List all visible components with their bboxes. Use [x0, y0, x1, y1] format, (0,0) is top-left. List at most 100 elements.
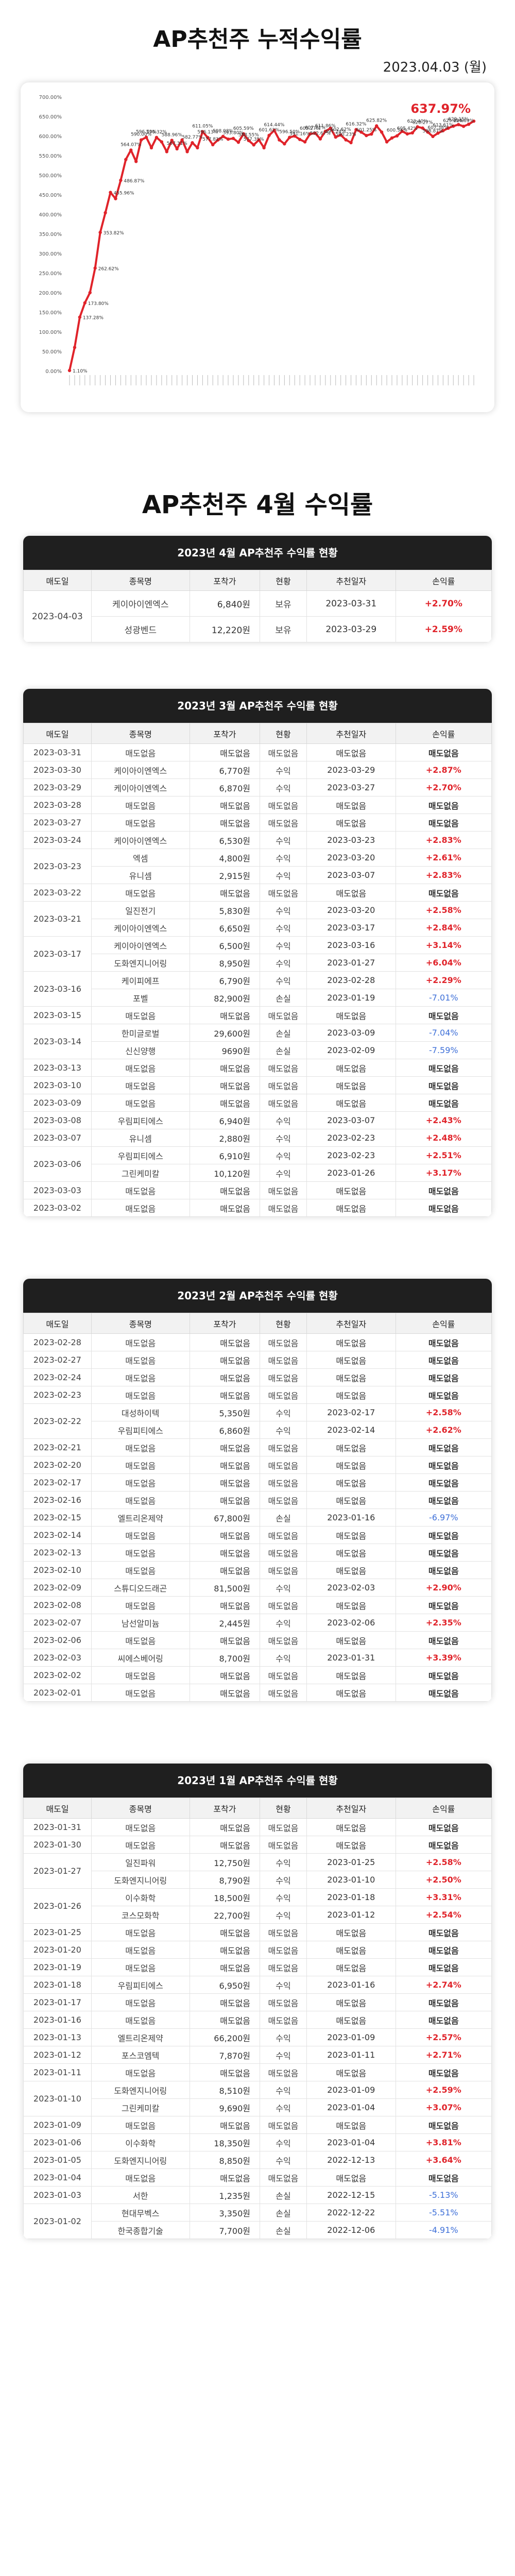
data-point: [160, 140, 164, 144]
cell-price: 매도없음: [189, 2116, 261, 2134]
data-point: [400, 129, 404, 133]
data-point: [313, 131, 317, 135]
cell-date: 2023-01-05: [23, 2151, 92, 2169]
cell-rec: 매도없음: [306, 796, 396, 814]
cell-rec: 매도없음: [306, 1596, 396, 1614]
cell-name: 매도없음: [91, 884, 190, 902]
cell-name: 우림피티에스: [91, 1146, 190, 1164]
cell-name: 신신양행: [91, 1041, 190, 1059]
table-row: 한국종합기술 7,700원 손실 2022-12-06 -4.91%: [24, 2221, 492, 2239]
cell-name: 매도없음: [91, 1923, 190, 1941]
data-point: [339, 133, 342, 137]
data-point: [252, 143, 255, 147]
cell-price: 매도없음: [189, 2011, 261, 2029]
cell-price: 매도없음: [189, 2063, 261, 2081]
cell-name: 매도없음: [91, 1456, 190, 1474]
cell-rec: 2023-03-31: [306, 590, 396, 617]
cell-price: 매도없음: [189, 796, 261, 814]
cell-status: 수익: [260, 761, 307, 779]
cell-rec: 매도없음: [306, 884, 396, 902]
data-label: 564.07%: [121, 142, 141, 147]
table-row: 2023-01-13 엘트리온제약 66,200원 수익 2023-01-09 +2.57…: [23, 2028, 492, 2046]
cell-rec: 매도없음: [306, 1631, 396, 1649]
data-point: [119, 178, 123, 182]
cell-ret: 매도없음: [395, 1094, 492, 1112]
data-point: [114, 197, 117, 200]
cell-ret: 매도없음: [395, 1666, 492, 1684]
cell-price: 82,900원: [189, 989, 261, 1007]
table-row: 2023-03-09 매도없음 매도없음 매도없음 매도없음 매도없음: [23, 1094, 492, 1112]
chart-svg: 700.00% 650.00% 600.00% 550.00% 500.00% 450.0…: [39, 95, 476, 385]
data-point: [185, 150, 189, 154]
cell-status: 매도없음: [260, 1526, 307, 1544]
cell-ret: +3.31%: [395, 1888, 492, 1906]
cell-date: 2023-01-30: [23, 1836, 92, 1854]
cell-name: 매도없음: [91, 796, 190, 814]
cell-ret: +3.81%: [395, 2133, 492, 2151]
cell-name: 매도없음: [91, 1941, 190, 1959]
data-point: [221, 134, 225, 138]
table-row: 2023-01-02 현대무벡스 3,350원 손실 2022-12-22 -5.51%: [23, 2204, 492, 2239]
data-point: [298, 138, 302, 141]
cell-ret: 매도없음: [395, 1544, 492, 1562]
cell-rec: 매도없음: [306, 1006, 396, 1024]
data-point: [441, 129, 445, 132]
cell-rec: 2023-01-16: [306, 1509, 396, 1527]
cell-status: 수익: [260, 901, 307, 919]
cell-rec: 매도없음: [306, 1526, 396, 1544]
cell-rec: 2023-01-31: [306, 1649, 396, 1667]
cell-name: 유니셈: [91, 866, 190, 884]
data-label: 623.40%: [407, 119, 428, 124]
cell-status: 매도없음: [260, 2063, 307, 2081]
march-table-title: 2023년 3월 AP추천주 수익률 현황: [23, 689, 492, 723]
cell-name: 도화엔지니어링: [91, 2151, 190, 2169]
data-point: [344, 138, 348, 142]
cell-ret: 매도없음: [395, 2116, 492, 2134]
y-tick-label: 400.00%: [39, 212, 62, 218]
cell-ret: +2.35%: [395, 1614, 492, 1632]
cell-price: 매도없음: [189, 2168, 261, 2187]
cell-ret: 매도없음: [395, 1561, 492, 1579]
column-header: 현황: [260, 723, 307, 744]
cell-rec: 2023-03-29: [306, 616, 396, 642]
cell-ret: 매도없음: [395, 1076, 492, 1094]
cell-name: 매도없음: [91, 1076, 190, 1094]
cell-price: 6,860원: [189, 1421, 261, 1439]
table-row: 포벨 82,900원 손실 2023-01-19 -7.01%: [24, 989, 492, 1007]
cell-rec: 매도없음: [306, 1666, 396, 1684]
cell-status: 매도없음: [260, 1181, 307, 1199]
table-row: 2023-03-30 케이아이엔엑스 6,770원 수익 2023-03-29 +2.87…: [23, 761, 492, 779]
data-point: [73, 346, 77, 349]
data-label: 588.96%: [162, 132, 182, 138]
data-point: [308, 132, 312, 136]
data-point: [288, 135, 291, 139]
table-row: 2023-02-06 매도없음 매도없음 매도없음 매도없음 매도없음: [23, 1631, 492, 1649]
cell-status: 매도없음: [260, 1199, 307, 1217]
cell-status: 수익: [260, 1146, 307, 1164]
cell-rec: 2023-03-07: [306, 866, 396, 884]
column-header: 추천일자: [306, 570, 396, 591]
data-label: 613.61%: [433, 123, 453, 128]
table-row: 2023-03-21 일진전기 5,830원 수익 2023-03-20 +2.58%: [23, 901, 492, 937]
cell-name: 매도없음: [91, 1351, 190, 1369]
cell-ret: +2.43%: [395, 1111, 492, 1129]
cell-name: 매도없음: [91, 1836, 190, 1854]
cell-date: 2023-02-07: [23, 1614, 92, 1632]
series-line: [68, 120, 475, 371]
cell-status: 매도없음: [260, 1631, 307, 1649]
cell-price: 매도없음: [189, 814, 261, 832]
cell-rec: 2023-01-12: [306, 1906, 396, 1924]
data-point: [175, 147, 179, 151]
cell-ret: +2.58%: [395, 901, 492, 919]
cell-name: 케이피에프: [91, 971, 190, 989]
cumulative-return-chart: 700.00% 650.00% 600.00% 550.00% 500.00% 450.0…: [21, 82, 494, 412]
cell-status: 매도없음: [260, 1351, 307, 1369]
january-table-title: 2023년 1월 AP추천주 수익률 현황: [23, 1764, 492, 1798]
cell-ret: 매도없음: [395, 1631, 492, 1649]
cell-date: 2023-01-17: [23, 1993, 92, 2011]
table-row: 2023-01-19 매도없음 매도없음 매도없음 매도없음 매도없음: [23, 1958, 492, 1976]
cell-date: 2023-02-08: [23, 1596, 92, 1614]
data-label: 593.80%: [223, 131, 244, 136]
column-header: 포착가: [189, 570, 261, 591]
cell-status: 수익: [260, 1649, 307, 1667]
